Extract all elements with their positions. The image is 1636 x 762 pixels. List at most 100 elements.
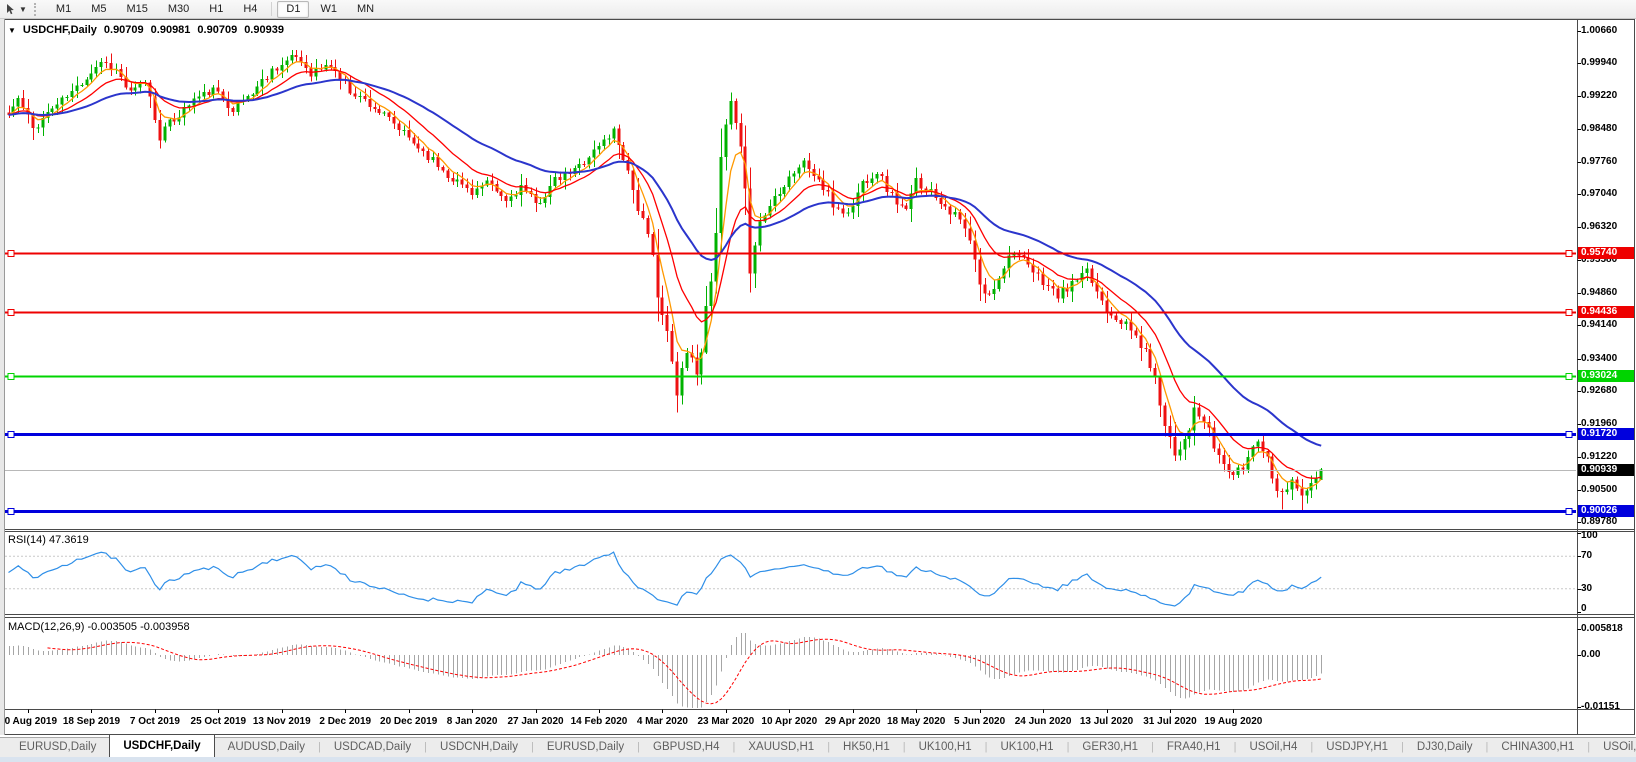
candle-body xyxy=(1163,405,1167,427)
hline-handle[interactable] xyxy=(7,373,15,380)
tab-separator: | xyxy=(827,741,831,753)
candle-body xyxy=(251,94,255,97)
candle-body xyxy=(412,137,416,144)
hline-handle[interactable] xyxy=(1565,431,1573,438)
candle-body xyxy=(1202,416,1206,423)
timeframe-button-w1[interactable]: W1 xyxy=(320,2,337,15)
candle-body xyxy=(1280,490,1284,492)
candle-body xyxy=(1270,456,1274,479)
candle-body xyxy=(129,87,133,91)
candle-body xyxy=(631,170,635,190)
candle-body xyxy=(436,156,440,167)
candle-body xyxy=(353,93,357,97)
candle-body xyxy=(60,97,64,105)
tab-usdjpy-h1[interactable]: USDJPY,H1 xyxy=(1326,741,1389,753)
candle-body xyxy=(763,215,767,222)
candle-body xyxy=(1119,319,1123,324)
tab-uk100-h1[interactable]: UK100,H1 xyxy=(1000,741,1054,753)
moving-averages-layer xyxy=(8,61,1322,490)
candle-body xyxy=(573,167,577,174)
hline-handle[interactable] xyxy=(1565,373,1573,380)
hlines-layer xyxy=(5,250,1576,515)
candle-body xyxy=(709,281,713,306)
candle-body xyxy=(636,189,640,212)
candle-body xyxy=(890,192,894,194)
tab-eurusd-daily[interactable]: EURUSD,Daily xyxy=(546,741,625,753)
hline-handle[interactable] xyxy=(1565,250,1573,257)
timeframe-button-m30[interactable]: M30 xyxy=(167,2,190,15)
tab-separator: | xyxy=(984,741,988,753)
candle-body xyxy=(94,67,98,74)
hline-handle[interactable] xyxy=(7,309,15,316)
candle-body xyxy=(1241,467,1245,470)
timeframe-button-m1[interactable]: M1 xyxy=(55,2,72,15)
candle-body xyxy=(607,138,611,140)
hline-handle[interactable] xyxy=(1565,309,1573,316)
candle-body xyxy=(504,196,508,201)
candle-body xyxy=(470,188,474,195)
candle-body xyxy=(851,206,855,213)
tab-separator: | xyxy=(732,741,736,753)
candle-body xyxy=(41,118,45,128)
candle-body xyxy=(85,79,89,86)
candle-body xyxy=(314,68,318,77)
candle-body xyxy=(153,96,157,120)
candle-body xyxy=(392,117,396,124)
tab-uk100-h1[interactable]: UK100,H1 xyxy=(918,741,972,753)
chart-collapse-icon[interactable]: ▼ xyxy=(8,25,16,35)
candle-body xyxy=(924,188,928,192)
candle-body xyxy=(50,108,54,113)
tab-usoil-h1[interactable]: USOil,H1 xyxy=(1603,741,1636,753)
candle-body xyxy=(31,114,35,129)
candle-body xyxy=(558,177,562,181)
candle-body xyxy=(1095,283,1099,292)
tab-ger30-h1[interactable]: GER30,H1 xyxy=(1082,741,1139,753)
tab-usdchf-daily[interactable]: USDCHF,Daily xyxy=(109,734,215,757)
status-strip xyxy=(0,757,1636,762)
hline-handle[interactable] xyxy=(7,250,15,257)
candle-body xyxy=(997,278,1001,290)
tab-usdcad-daily[interactable]: USDCAD,Daily xyxy=(333,741,412,753)
candle-body xyxy=(729,100,733,125)
candle-body xyxy=(641,211,645,218)
hline-handle[interactable] xyxy=(1565,508,1573,515)
candle-body xyxy=(89,73,93,80)
candle-body xyxy=(65,97,69,99)
chart-tabs: EURUSD,Daily USDCHF,Daily AUDUSD,Daily | USD… xyxy=(6,734,1636,757)
timeframe-button-m15[interactable]: M15 xyxy=(126,2,148,15)
chart-plot[interactable] xyxy=(5,22,1576,528)
candle-body xyxy=(182,107,186,118)
cursor-icon xyxy=(7,3,14,14)
timeframe-button-h4[interactable]: H4 xyxy=(243,2,258,15)
hline-handle[interactable] xyxy=(7,431,15,438)
tab-eurusd-daily[interactable]: EURUSD,Daily xyxy=(19,741,97,753)
tab-separator: | xyxy=(1401,741,1404,753)
tab-fra40-h1[interactable]: FRA40,H1 xyxy=(1166,741,1221,753)
candle-body xyxy=(1031,264,1035,273)
tab-china300-h1[interactable]: CHINA300,H1 xyxy=(1501,741,1575,753)
tab-usdcnh-daily[interactable]: USDCNH,Daily xyxy=(440,741,518,753)
hline-handle[interactable] xyxy=(7,508,15,515)
tab-dj30-daily[interactable]: DJ30,Daily xyxy=(1416,741,1473,753)
candle-body xyxy=(1231,472,1235,476)
candle-body xyxy=(919,177,923,189)
candle-body xyxy=(490,180,494,184)
timeframe-button-d1[interactable]: D1 xyxy=(277,0,310,18)
candle-body xyxy=(1251,446,1255,457)
candle-body xyxy=(900,204,904,206)
toolbar-grip[interactable] xyxy=(33,2,40,16)
tab-usoil-h4[interactable]: USOil,H4 xyxy=(1249,741,1298,753)
candle-body xyxy=(226,100,230,108)
candle-body xyxy=(265,78,269,80)
timeframe-button-h1[interactable]: H1 xyxy=(209,2,224,15)
candle-body xyxy=(670,330,674,362)
tab-gbpusd-h4[interactable]: GBPUSD,H4 xyxy=(653,741,720,753)
tab-separator: | xyxy=(317,741,321,753)
tab-xauusd-h1[interactable]: XAUUSD,H1 xyxy=(748,741,815,753)
tab-audusd-daily[interactable]: AUDUSD,Daily xyxy=(227,741,305,753)
cursor-tool-button[interactable]: ▼ xyxy=(0,1,31,18)
timeframe-button-m5[interactable]: M5 xyxy=(91,2,107,15)
timeframe-button-mn[interactable]: MN xyxy=(356,2,375,15)
tab-hk50-h1[interactable]: HK50,H1 xyxy=(843,741,890,753)
